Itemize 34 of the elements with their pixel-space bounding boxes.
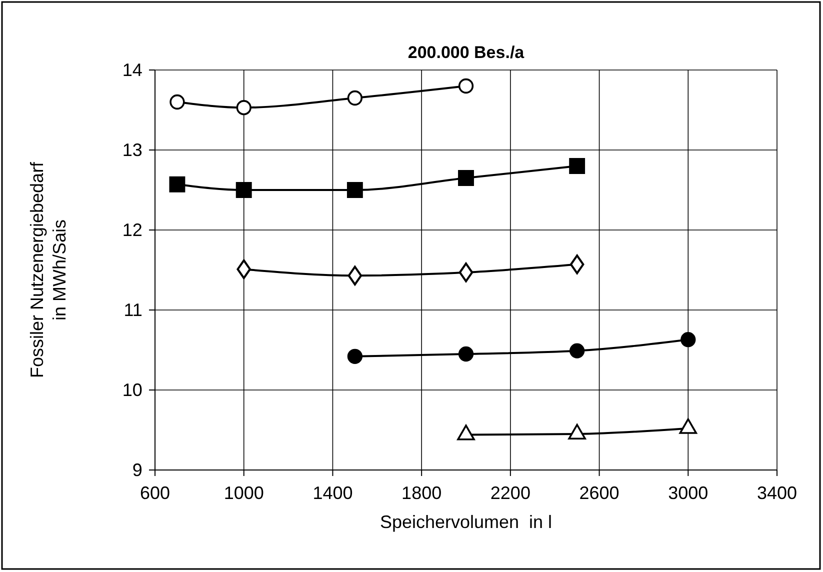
x-tick-label: 600: [140, 482, 170, 503]
y-tick-label: 12: [122, 220, 142, 240]
point: [347, 90, 363, 106]
y-tick-label: 10: [122, 380, 142, 400]
y-tick-label: 11: [124, 300, 142, 320]
point: [458, 170, 474, 186]
y-tick-label: 14: [122, 60, 142, 80]
point: [236, 100, 252, 116]
x-tick-label: 2200: [490, 482, 530, 503]
point: [346, 182, 363, 198]
y-tick-label: 13: [122, 140, 142, 160]
x-tick-label: 1000: [224, 482, 264, 503]
y-tick-label: 9: [132, 460, 142, 480]
point: [236, 182, 252, 198]
x-tick-label: 3400: [756, 482, 798, 503]
point: [458, 78, 474, 94]
point: [347, 348, 363, 364]
x-tick-label: 1800: [402, 482, 442, 503]
point: [570, 254, 584, 274]
x-tick-label: 3000: [668, 482, 708, 503]
point: [569, 343, 585, 358]
point: [569, 158, 586, 174]
point: [458, 262, 474, 282]
chart-title: 200.000 Bes./a: [408, 43, 525, 62]
point: [170, 94, 185, 110]
point: [169, 176, 186, 192]
point: [236, 259, 251, 280]
point: [680, 332, 696, 348]
x-tick-label: 1400: [312, 482, 353, 503]
y-axis-title: Fossiler Nutzenergiebedarf in MWh/Sais: [27, 160, 70, 378]
point: [458, 346, 474, 362]
point: [348, 266, 362, 286]
x-axis-title: Speichervolumen in l: [380, 512, 552, 532]
x-tick-label: 2600: [579, 482, 620, 503]
